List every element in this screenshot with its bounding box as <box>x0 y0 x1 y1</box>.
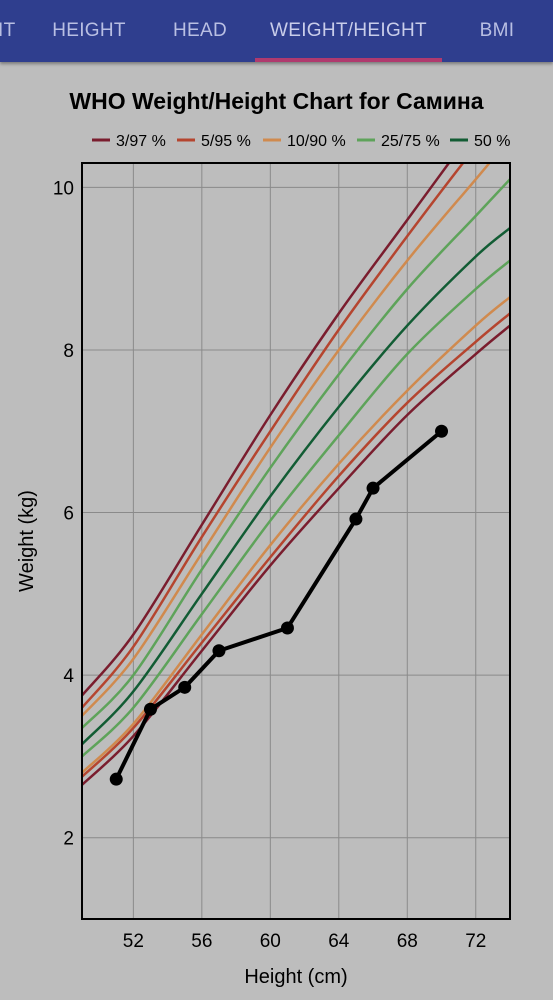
tab-head[interactable]: HEAD <box>150 0 250 62</box>
tab-label: BMI <box>479 20 515 41</box>
percentile-curve <box>82 163 451 697</box>
tab-weight-height[interactable]: WEIGHT/HEIGHT <box>255 0 442 62</box>
tab-label: HEIGHT <box>52 20 126 41</box>
x-tick-label: 60 <box>260 931 281 952</box>
plot-frame <box>81 162 511 920</box>
tab-label: HEAD <box>173 20 227 41</box>
y-axis-label: Weight (kg) <box>16 490 38 592</box>
x-tick-label: 68 <box>397 931 418 952</box>
active-tab-indicator <box>255 58 442 62</box>
y-tick-label: 8 <box>63 341 74 362</box>
y-tick-label: 2 <box>63 829 74 850</box>
measurement-point <box>212 644 226 658</box>
tab-it[interactable]: IT <box>0 0 20 62</box>
measurement-point <box>178 680 192 694</box>
x-tick-label: 64 <box>328 931 350 952</box>
legend-label: 3/97 % <box>116 133 166 150</box>
x-tick-label: 72 <box>465 931 486 952</box>
percentile-curve <box>82 163 492 717</box>
measurement-point <box>143 702 157 716</box>
x-tick-label: 56 <box>191 931 212 952</box>
tab-label: WEIGHT/HEIGHT <box>270 20 427 41</box>
x-axis-label: Height (cm) <box>244 966 347 988</box>
legend-label: 10/90 % <box>287 133 346 150</box>
measurement-point <box>280 621 294 635</box>
tab-height[interactable]: HEIGHT <box>30 0 148 62</box>
tab-label: IT <box>0 20 16 41</box>
measurement-point <box>109 772 123 786</box>
measurement-point <box>366 481 380 495</box>
measurement-point <box>435 424 449 438</box>
percentile-curve <box>82 163 465 709</box>
tab-bmi[interactable]: BMI <box>452 0 542 62</box>
y-tick-label: 6 <box>63 504 74 525</box>
y-tick-label: 10 <box>53 178 74 199</box>
x-tick-label: 52 <box>123 931 144 952</box>
measurement-point <box>349 512 363 526</box>
percentile-curve <box>82 178 510 729</box>
percentile-curve <box>82 259 510 758</box>
legend-label: 50 % <box>474 133 510 150</box>
y-tick-label: 4 <box>63 666 74 687</box>
legend-label: 5/95 % <box>201 133 251 150</box>
chart-title: WHO Weight/Height Chart for Самина <box>69 88 484 114</box>
tab-bar: IT HEIGHT HEAD WEIGHT/HEIGHT BMI <box>0 0 553 62</box>
legend-label: 25/75 % <box>381 133 440 150</box>
percentile-curve <box>82 227 510 746</box>
